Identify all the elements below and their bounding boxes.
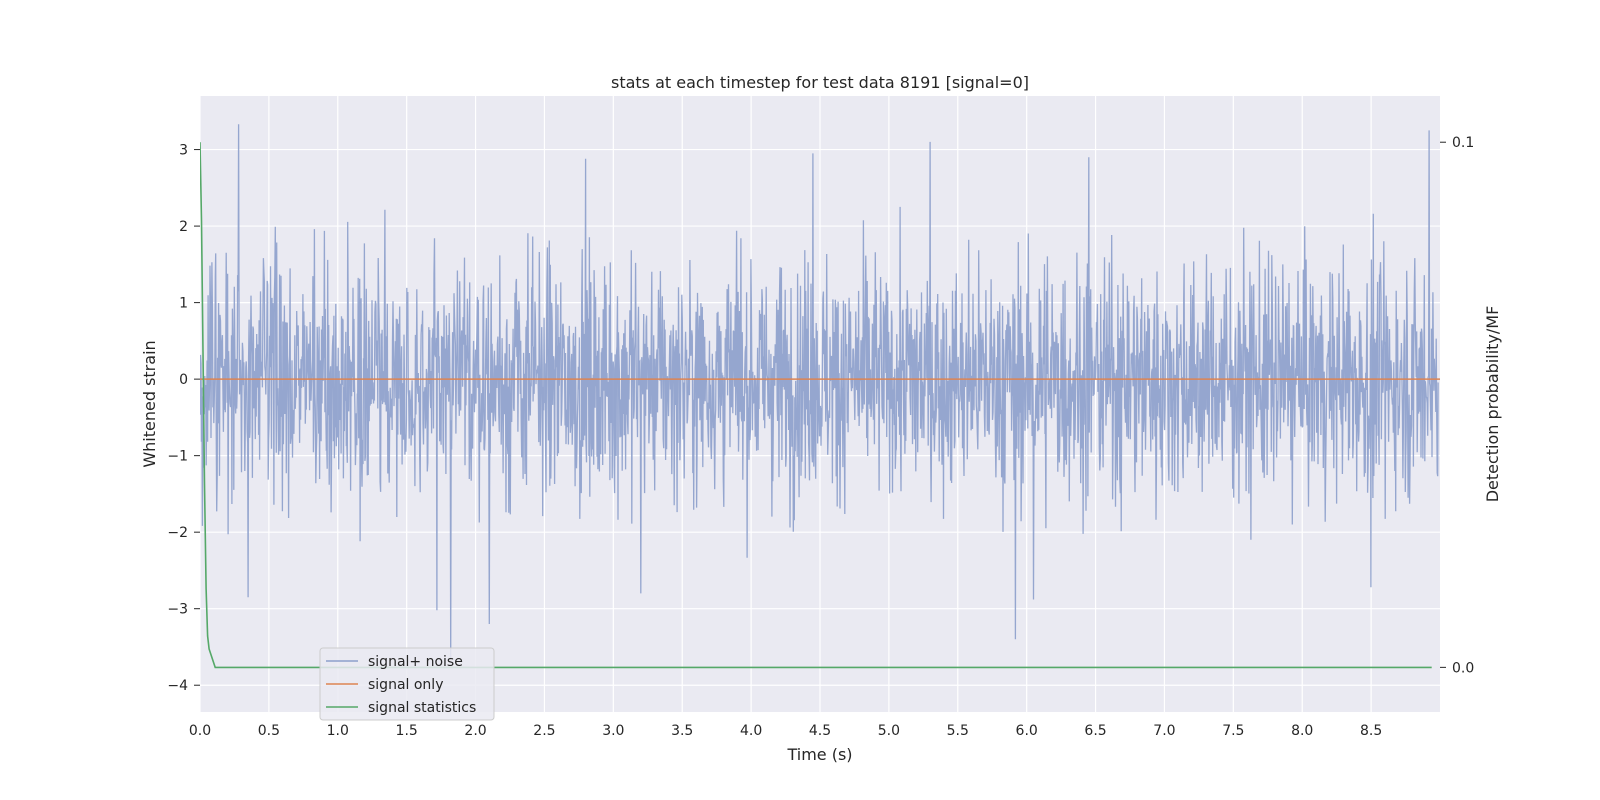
y-tick-label: −2 [167,525,188,541]
legend-label-signal-statistics: signal statistics [368,700,476,716]
y2-tick-label: 0.1 [1452,135,1474,151]
x-tick-label: 7.0 [1153,723,1175,739]
y-axis-label: Whitened strain [140,340,159,467]
x-tick-label: 8.5 [1360,723,1382,739]
y-axis: −4 −3 −2 −1 0 1 2 3 [167,143,200,694]
x-tick-label: 2.5 [533,723,555,739]
y-tick-label: 2 [179,219,188,235]
x-tick-label: 4.5 [809,723,831,739]
x-tick-label: 4.0 [740,723,762,739]
x-tick-label: 5.5 [947,723,969,739]
series-line-signal-noise [200,124,1439,659]
x-tick-label: 2.0 [464,723,486,739]
series-line-signal-statistics [200,142,1432,669]
x-axis-label: Time (s) [786,745,852,764]
y2-axis-label: Detection probability/MF [1483,306,1502,503]
chart-title: stats at each timestep for test data 819… [611,73,1029,92]
legend-box [319,647,495,721]
x-tick-label: 3.5 [671,723,693,739]
x-tick-label: 3.0 [602,723,624,739]
y2-axis: 0.0 0.1 [1440,135,1474,676]
legend-label-signal-noise: signal+ noise [368,654,463,670]
x-axis: 0.0 0.5 1.0 1.5 2.0 2.5 3.0 3.5 4.0 4.5 5.0 5.5 6.0 6… [189,723,1382,739]
y-tick-label: −3 [167,602,188,618]
x-tick-label: 1.5 [396,723,418,739]
x-tick-label: 8.0 [1291,723,1313,739]
y-tick-label: 0 [179,372,188,388]
x-tick-label: 1.0 [327,723,349,739]
y-tick-label: −4 [167,678,188,694]
y-tick-label: −1 [167,449,188,465]
y-tick-label: 1 [179,296,188,312]
x-tick-label: 5.0 [878,723,900,739]
legend-label-signal-only: signal only [368,677,443,693]
x-tick-label: 6.5 [1084,723,1106,739]
x-tick-label: 0.0 [189,723,211,739]
x-tick-label: 7.5 [1222,723,1244,739]
legend: signal+ noise signal only signal statist… [319,647,495,721]
series-layer [200,124,1440,669]
x-tick-label: 6.0 [1016,723,1038,739]
x-tick-label: 0.5 [258,723,280,739]
y-tick-label: 3 [179,143,188,159]
y2-tick-label: 0.0 [1452,660,1474,676]
